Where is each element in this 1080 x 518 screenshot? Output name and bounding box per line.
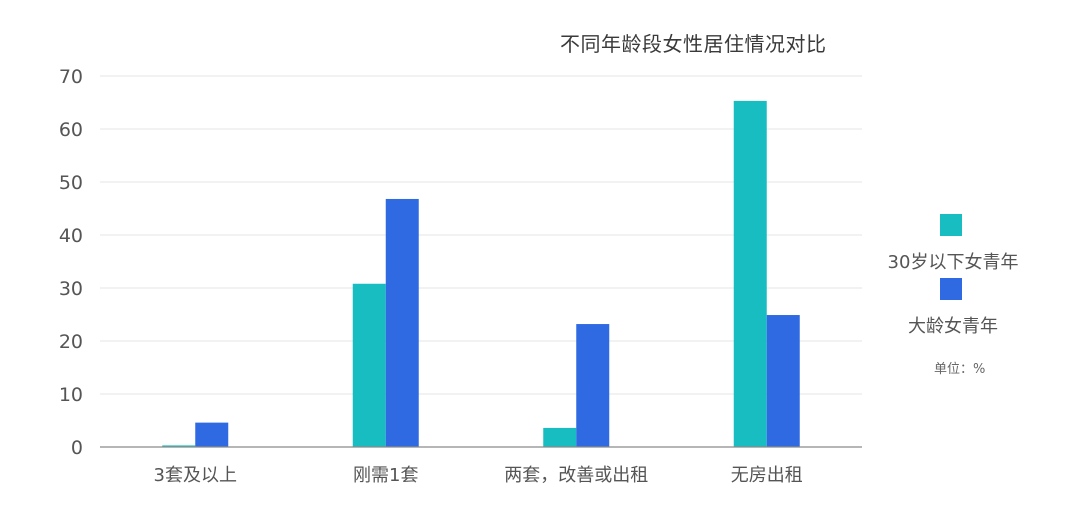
bar-series-1 bbox=[733, 100, 767, 447]
bar-series-1 bbox=[543, 427, 577, 447]
y-tick-label: 0 bbox=[71, 437, 83, 459]
y-tick-label: 10 bbox=[59, 384, 83, 406]
bar-series-2 bbox=[576, 324, 610, 447]
legend: 30岁以下女青年 大龄女青年 bbox=[878, 214, 1048, 342]
y-tick-label: 20 bbox=[59, 331, 83, 353]
legend-label-series-2: 大龄女青年 bbox=[908, 316, 998, 337]
bar-series-1 bbox=[162, 445, 196, 447]
legend-swatch-series-2 bbox=[940, 278, 962, 300]
bar-series-2 bbox=[766, 315, 800, 447]
bar-series-2 bbox=[195, 422, 229, 447]
y-tick-label: 70 bbox=[59, 66, 83, 88]
unit-note: 单位：% bbox=[934, 362, 986, 377]
x-tick-label: 刚需1套 bbox=[353, 465, 418, 486]
legend-label-series-1: 30岁以下女青年 bbox=[887, 252, 1019, 273]
chart-title: 不同年龄段女性居住情况对比 bbox=[560, 32, 827, 56]
bar-series-1 bbox=[352, 283, 386, 447]
x-tick-label: 3套及以上 bbox=[154, 465, 237, 486]
x-tick-label: 两套，改善或出租 bbox=[504, 465, 648, 486]
legend-item-series-1: 30岁以下女青年 bbox=[878, 214, 1048, 278]
y-tick-label: 60 bbox=[59, 119, 83, 141]
legend-swatch-series-1 bbox=[940, 214, 962, 236]
legend-item-series-2: 大龄女青年 bbox=[878, 278, 1048, 342]
y-tick-label: 50 bbox=[59, 172, 83, 194]
y-tick-label: 40 bbox=[59, 225, 83, 247]
y-tick-label: 30 bbox=[59, 278, 83, 300]
x-tick-label: 无房出租 bbox=[731, 465, 803, 486]
bar-series-2 bbox=[385, 198, 419, 447]
